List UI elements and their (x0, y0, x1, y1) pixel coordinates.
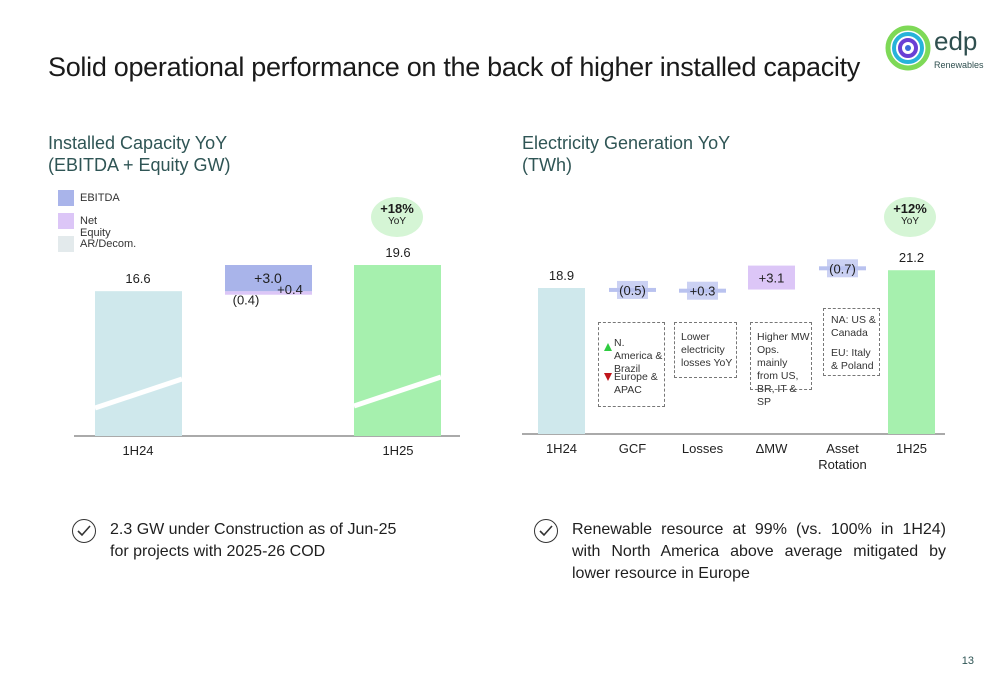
down-arrow-icon (604, 373, 612, 381)
legend-label-ebitda: EBITDA (80, 192, 120, 204)
x-tick-1h24: 1H24 (546, 441, 577, 456)
note-losses: Lower electricity losses YoY (674, 322, 737, 378)
axis-break (94, 376, 183, 411)
bar-label-ar-decom: (0.4) (233, 293, 260, 308)
x-tick-delta-mw: ΔMW (756, 441, 789, 456)
bar-label-4: (0.7) (829, 261, 856, 276)
bar--mw (748, 265, 795, 290)
edp-logo: edp Renewables (884, 18, 984, 78)
bar-1h25 (354, 265, 441, 436)
bar-label-1: (0.5) (619, 283, 646, 298)
generation-chart: 18.9 (0.5) +0.3 +3.1 (0.7) 21.2 1H24 GCF Losses Δ… (522, 250, 945, 472)
bar-label-1h24: 18.9 (549, 268, 574, 283)
bar-gcf (617, 280, 648, 299)
bar-label-ebitda: +3.0 (254, 270, 282, 286)
capacity-footnote: 2.3 GW under Construction as of Jun-25 f… (110, 521, 397, 560)
yoy-label: YoY (901, 216, 919, 227)
x-tick-gcf: GCF (619, 441, 647, 456)
note-mw: Higher MW Ops. mainly from US, BR, IT & … (750, 322, 812, 408)
capacity-chart: 16.6 +3.0 (0.4) +0.4 19.6 1H24 1H25 (74, 245, 460, 458)
x-tick-1h25: 1H25 (382, 443, 413, 458)
note-losses-text: Lower electricity losses YoY (681, 331, 733, 369)
legend-swatch-ebitda (58, 190, 74, 206)
page-number: 13 (961, 655, 974, 667)
bar-1h24 (538, 288, 585, 434)
legend-swatch-ar-decom (58, 236, 74, 252)
bar-asset-rotation (827, 259, 858, 278)
bar-1h25 (888, 270, 935, 434)
generation-footnote: Renewable resource at 99% (vs. 100% in 1… (572, 521, 946, 582)
bar-label-net-equity: +0.4 (277, 282, 303, 297)
logo-subtext: Renewables (934, 60, 984, 70)
note-asset-eu: EU: Italy & Poland (831, 347, 874, 372)
x-tick-asset-rotation-line2: Rotation (818, 457, 866, 472)
bar-label-3: +3.1 (759, 271, 785, 286)
note-asset-na: NA: US & Canada (831, 314, 876, 339)
bar-label-1h25: 21.2 (899, 250, 924, 265)
check-icon (534, 519, 558, 543)
left-section-title-line2: (EBITDA + Equity GW) (48, 155, 231, 175)
left-section-title-line1: Installed Capacity YoY (48, 133, 228, 153)
note-mw-text: Higher MW Ops. mainly from US, BR, IT & … (757, 331, 810, 408)
yoy-bubble-generation: +12% YoY (884, 197, 936, 237)
right-section-title-line2: (TWh) (522, 155, 572, 175)
right-section-title-line1: Electricity Generation YoY (522, 133, 731, 153)
x-tick-losses: Losses (682, 441, 724, 456)
bar-losses (687, 281, 718, 300)
bar-label-2: +0.3 (690, 284, 716, 299)
edp-logo-icon (885, 25, 931, 71)
bar-ebitda (225, 265, 312, 292)
check-icon (72, 519, 96, 543)
bar-label-1h25: 19.6 (385, 245, 410, 260)
yoy-value: +18% (380, 201, 414, 216)
bar-label-1h24: 16.6 (125, 271, 150, 286)
note-gcf-down: Europe & APAC (614, 371, 658, 396)
note-gcf-up: N. America & Brazil (614, 337, 663, 375)
x-tick-1h25: 1H25 (896, 441, 927, 456)
yoy-label: YoY (388, 216, 406, 227)
x-tick-asset-rotation: Asset (826, 441, 859, 456)
up-arrow-icon (604, 343, 612, 351)
note-gcf: N. America & Brazil Europe & APAC (598, 322, 665, 407)
legend-label-net-equity: Net Equity (80, 215, 111, 239)
logo-text: edp (934, 26, 978, 56)
yoy-value: +12% (893, 201, 927, 216)
bar-net-equity (225, 291, 312, 295)
legend-swatch-net-equity (58, 213, 74, 229)
note-asset-rotation: NA: US & Canada EU: Italy & Poland (823, 308, 880, 376)
legend-label-ar-decom: AR/Decom. (80, 238, 137, 250)
page-title: Solid operational performance on the bac… (48, 52, 861, 82)
yoy-bubble-capacity: +18% YoY (371, 197, 423, 237)
bar-1h24 (95, 291, 182, 436)
axis-break (353, 374, 442, 409)
x-tick-1h24: 1H24 (122, 443, 153, 458)
